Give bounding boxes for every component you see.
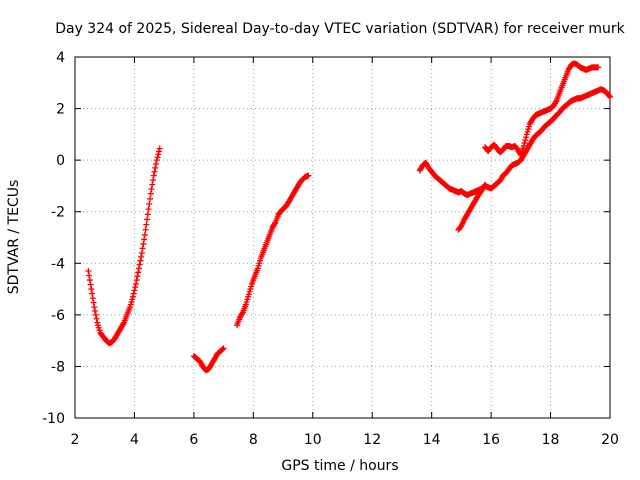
data-points — [85, 60, 613, 374]
data-point — [145, 206, 152, 213]
y-tick-label: -10 — [42, 411, 65, 427]
data-point — [132, 284, 139, 291]
data-point — [148, 186, 155, 193]
data-point — [141, 236, 148, 243]
data-point — [482, 181, 489, 188]
data-point — [522, 137, 529, 144]
series-segment-4 — [455, 181, 489, 233]
data-point — [86, 277, 93, 284]
data-point — [151, 168, 158, 175]
data-point — [144, 216, 151, 223]
x-tick-label: 20 — [601, 432, 619, 448]
chart-title: Day 324 of 2025, Sidereal Day-to-day VTE… — [55, 21, 625, 37]
data-point — [136, 261, 143, 268]
x-axis-label: GPS time / hours — [281, 458, 398, 474]
y-tick-label: 2 — [56, 102, 65, 118]
series-segment-3 — [416, 86, 613, 198]
data-point — [93, 315, 100, 322]
data-point — [135, 269, 142, 276]
data-point — [146, 200, 153, 207]
data-point — [155, 148, 162, 155]
data-point — [147, 190, 154, 197]
plot-frame — [74, 56, 611, 419]
data-point — [595, 64, 602, 71]
data-point — [131, 287, 138, 294]
data-point — [239, 310, 246, 317]
data-point — [89, 295, 96, 302]
data-point — [144, 211, 151, 218]
y-tick-label: 4 — [56, 50, 65, 66]
data-point — [152, 164, 159, 171]
x-tick-label: 8 — [249, 432, 258, 448]
data-point — [521, 140, 528, 147]
data-point — [135, 265, 142, 272]
data-point — [552, 99, 559, 106]
data-point — [481, 182, 488, 189]
data-point — [120, 320, 127, 327]
y-tick-label: -6 — [51, 308, 65, 324]
series-segment-5 — [482, 60, 602, 158]
axis-ticks: 2 4 6 8 10 12 14 16 18 20 -10 -8 -6 -4 -2 0 2 4 — [42, 50, 619, 448]
data-point — [154, 154, 161, 161]
data-point — [133, 277, 140, 284]
grid-lines — [75, 57, 610, 418]
x-tick-label: 18 — [542, 432, 560, 448]
y-tick-label: -8 — [51, 359, 65, 375]
data-point — [86, 272, 93, 279]
data-point — [147, 195, 154, 202]
data-point — [91, 304, 98, 311]
x-tick-label: 2 — [71, 432, 80, 448]
data-point — [137, 257, 144, 264]
data-point — [156, 145, 163, 152]
data-point — [129, 293, 136, 300]
data-point — [155, 151, 162, 158]
y-tick-label: -4 — [51, 256, 65, 272]
data-point — [523, 134, 530, 141]
data-point — [153, 157, 160, 164]
data-point — [150, 172, 157, 179]
series-segment-1 — [85, 145, 163, 347]
data-point — [305, 172, 312, 179]
data-point — [89, 290, 96, 297]
x-tick-label: 10 — [304, 432, 322, 448]
data-point — [606, 93, 613, 100]
y-axis-label: SDTVAR / TECUs — [6, 180, 22, 295]
data-point — [152, 161, 159, 168]
data-point — [149, 181, 156, 188]
x-tick-label: 14 — [423, 432, 441, 448]
data-point — [87, 281, 94, 288]
data-point — [271, 220, 278, 227]
data-point — [92, 311, 99, 318]
x-tick-label: 6 — [189, 432, 198, 448]
data-point — [138, 249, 145, 256]
data-point — [134, 273, 141, 280]
data-point — [92, 307, 99, 314]
series-segment-2 — [190, 172, 312, 374]
x-tick-label: 16 — [482, 432, 500, 448]
data-point — [607, 93, 613, 100]
data-point — [132, 280, 139, 287]
data-point — [140, 240, 147, 247]
data-point — [138, 253, 145, 260]
data-point — [130, 290, 137, 297]
data-point — [520, 142, 527, 149]
x-tick-label: 12 — [363, 432, 381, 448]
data-point — [88, 286, 95, 293]
data-point — [220, 345, 227, 352]
data-point — [90, 299, 97, 306]
data-point — [150, 177, 157, 184]
data-point — [141, 231, 148, 238]
x-tick-label: 4 — [130, 432, 139, 448]
y-tick-label: 0 — [56, 153, 65, 169]
data-point — [139, 245, 146, 252]
data-point — [143, 221, 150, 228]
data-point — [142, 226, 149, 233]
data-point — [85, 268, 92, 275]
y-tick-label: -2 — [51, 205, 65, 221]
